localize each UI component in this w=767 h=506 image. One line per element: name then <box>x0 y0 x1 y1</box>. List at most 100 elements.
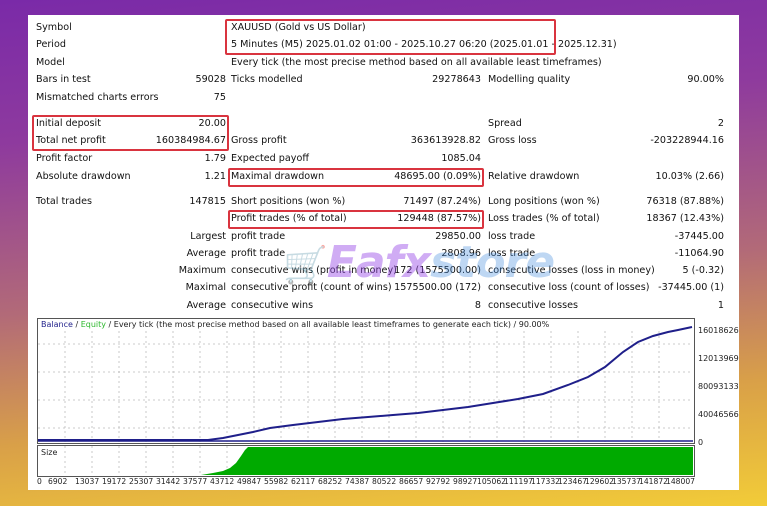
initial-deposit-value: 20.00 <box>198 118 226 129</box>
chart-legend: Balance / Equity / Every tick (the most … <box>41 320 549 329</box>
relative-drawdown-label: Relative drawdown <box>488 171 580 182</box>
spread-value: 2 <box>717 118 724 129</box>
y-tick: 40046566 <box>698 410 739 419</box>
stats-mid-value: 1575500.00 (172) <box>394 282 481 293</box>
stats-right-value: -37445.00 <box>674 231 724 242</box>
absolute-drawdown-value: 1.21 <box>204 171 226 182</box>
stats-prefix: Largest <box>190 231 226 242</box>
x-tick: 55982 <box>264 477 289 486</box>
symbol-value: XAUUSD (Gold vs US Dollar) <box>231 22 366 33</box>
stats-mid-value: 29850.00 <box>435 231 481 242</box>
expected-payoff-value: 1085.04 <box>441 153 481 164</box>
stats-row: Maximum consecutive wins (profit in mone… <box>36 263 726 279</box>
x-tick: 80522 <box>372 477 397 486</box>
x-tick: 43712 <box>210 477 235 486</box>
bars-in-test-label: Bars in test <box>36 74 91 85</box>
x-tick: 123467 <box>558 477 587 486</box>
stats-mid-label: consecutive profit (count of wins) <box>231 282 392 293</box>
stats-right-label: consecutive loss (count of losses) <box>488 282 650 293</box>
mismatched-value: 75 <box>213 92 226 103</box>
y-tick: 80093133 <box>698 382 739 391</box>
x-tick: 49847 <box>237 477 262 486</box>
legend-balance: Balance <box>41 320 73 329</box>
report-panel: Symbol XAUUSD (Gold vs US Dollar) Period… <box>28 15 739 490</box>
stats-mid-label: profit trade <box>231 231 286 242</box>
stats-row: Largest profit trade 29850.00 loss trade… <box>36 229 726 245</box>
absolute-drawdown-label: Absolute drawdown <box>36 171 131 182</box>
balance-chart: Balance / Equity / Every tick (the most … <box>37 318 695 444</box>
gross-profit-label: Gross profit <box>231 135 287 146</box>
stats-prefix: Average <box>186 248 226 259</box>
deposit-row: Initial deposit 20.00 Spread 2 <box>36 116 726 132</box>
stats-row: Average profit trade 2808.96 loss trade … <box>36 246 726 262</box>
total-trades-row: Total trades 147815 Short positions (won… <box>36 194 726 210</box>
x-tick: 117332 <box>531 477 560 486</box>
x-tick: 129602 <box>585 477 614 486</box>
maximal-drawdown-value: 48695.00 (0.09%) <box>394 171 481 182</box>
model-label: Model <box>36 57 65 68</box>
total-trades-value: 147815 <box>189 196 226 207</box>
stats-right-value: -11064.90 <box>674 248 724 259</box>
size-label: Size <box>41 448 58 457</box>
bars-row: Bars in test 59028 Ticks modelled 292786… <box>36 72 726 88</box>
balance-chart-plot <box>38 326 693 442</box>
stats-right-label: loss trade <box>488 248 536 259</box>
drawdown-row: Absolute drawdown 1.21 Maximal drawdown … <box>36 169 726 185</box>
legend-separator: / <box>72 320 81 329</box>
net-profit-row: Total net profit 160384984.67 Gross prof… <box>36 133 726 149</box>
symbol-label: Symbol <box>36 22 72 33</box>
stats-right-value: 1 <box>717 300 724 311</box>
mismatched-label: Mismatched charts errors <box>36 92 159 103</box>
total-net-profit-value: 160384984.67 <box>155 135 226 146</box>
stats-mid-label: consecutive wins (profit in money) <box>231 265 397 276</box>
symbol-period-highlight <box>225 19 556 55</box>
total-trades-label: Total trades <box>36 196 93 207</box>
stats-row: Maximal consecutive profit (count of win… <box>36 280 726 296</box>
x-tick: 148007 <box>666 477 695 486</box>
expected-payoff-label: Expected payoff <box>231 153 309 164</box>
x-tick: 19172 <box>102 477 127 486</box>
x-tick: 86657 <box>399 477 424 486</box>
stats-mid-label: consecutive wins <box>231 300 314 311</box>
deposit-profit-highlight <box>32 115 229 151</box>
stats-right-label: loss trade <box>488 231 536 242</box>
profit-trades-highlight <box>228 210 484 229</box>
short-positions-value: 71497 (87.24%) <box>403 196 481 207</box>
mismatched-row: Mismatched charts errors 75 <box>36 90 726 106</box>
profit-trades-value: 129448 (87.57%) <box>397 213 481 224</box>
stats-mid-value: 2808.96 <box>441 248 481 259</box>
stats-mid-label: profit trade <box>231 248 286 259</box>
stats-prefix: Maximal <box>185 282 226 293</box>
x-tick: 141872 <box>639 477 668 486</box>
modelling-quality-label: Modelling quality <box>488 74 571 85</box>
profit-factor-row: Profit factor 1.79 Expected payoff 1085.… <box>36 151 726 167</box>
x-tick: 111197 <box>504 477 533 486</box>
long-positions-value: 76318 (87.88%) <box>646 196 724 207</box>
gross-profit-value: 363613928.82 <box>410 135 481 146</box>
x-tick: 135737 <box>612 477 641 486</box>
ticks-modelled-label: Ticks modelled <box>231 74 303 85</box>
x-tick: 25307 <box>129 477 154 486</box>
stats-right-label: consecutive losses <box>488 300 578 311</box>
initial-deposit-label: Initial deposit <box>36 118 101 129</box>
x-tick: 98927 <box>453 477 478 486</box>
size-chart-plot <box>64 446 693 475</box>
maximal-drawdown-label: Maximal drawdown <box>231 171 325 182</box>
max-drawdown-highlight <box>228 168 484 187</box>
stats-prefix: Average <box>186 300 226 311</box>
stats-mid-value: 8 <box>474 300 481 311</box>
bars-in-test-value: 59028 <box>195 74 226 85</box>
x-tick: 37577 <box>183 477 208 486</box>
y-tick: 0 <box>698 438 704 447</box>
x-tick: 68252 <box>318 477 343 486</box>
long-positions-label: Long positions (won %) <box>488 196 600 207</box>
legend-description: / Every tick (the most precise method ba… <box>105 320 550 329</box>
stats-right-value: 5 (-0.32) <box>682 265 724 276</box>
period-label: Period <box>36 39 66 50</box>
size-chart: Size <box>37 445 695 477</box>
model-value: Every tick (the most precise method base… <box>231 57 602 68</box>
ticks-modelled-value: 29278643 <box>432 74 481 85</box>
loss-trades-value: 18367 (12.43%) <box>646 213 724 224</box>
stats-right-value: -37445.00 (1) <box>658 282 724 293</box>
stats-prefix: Maximum <box>178 265 226 276</box>
